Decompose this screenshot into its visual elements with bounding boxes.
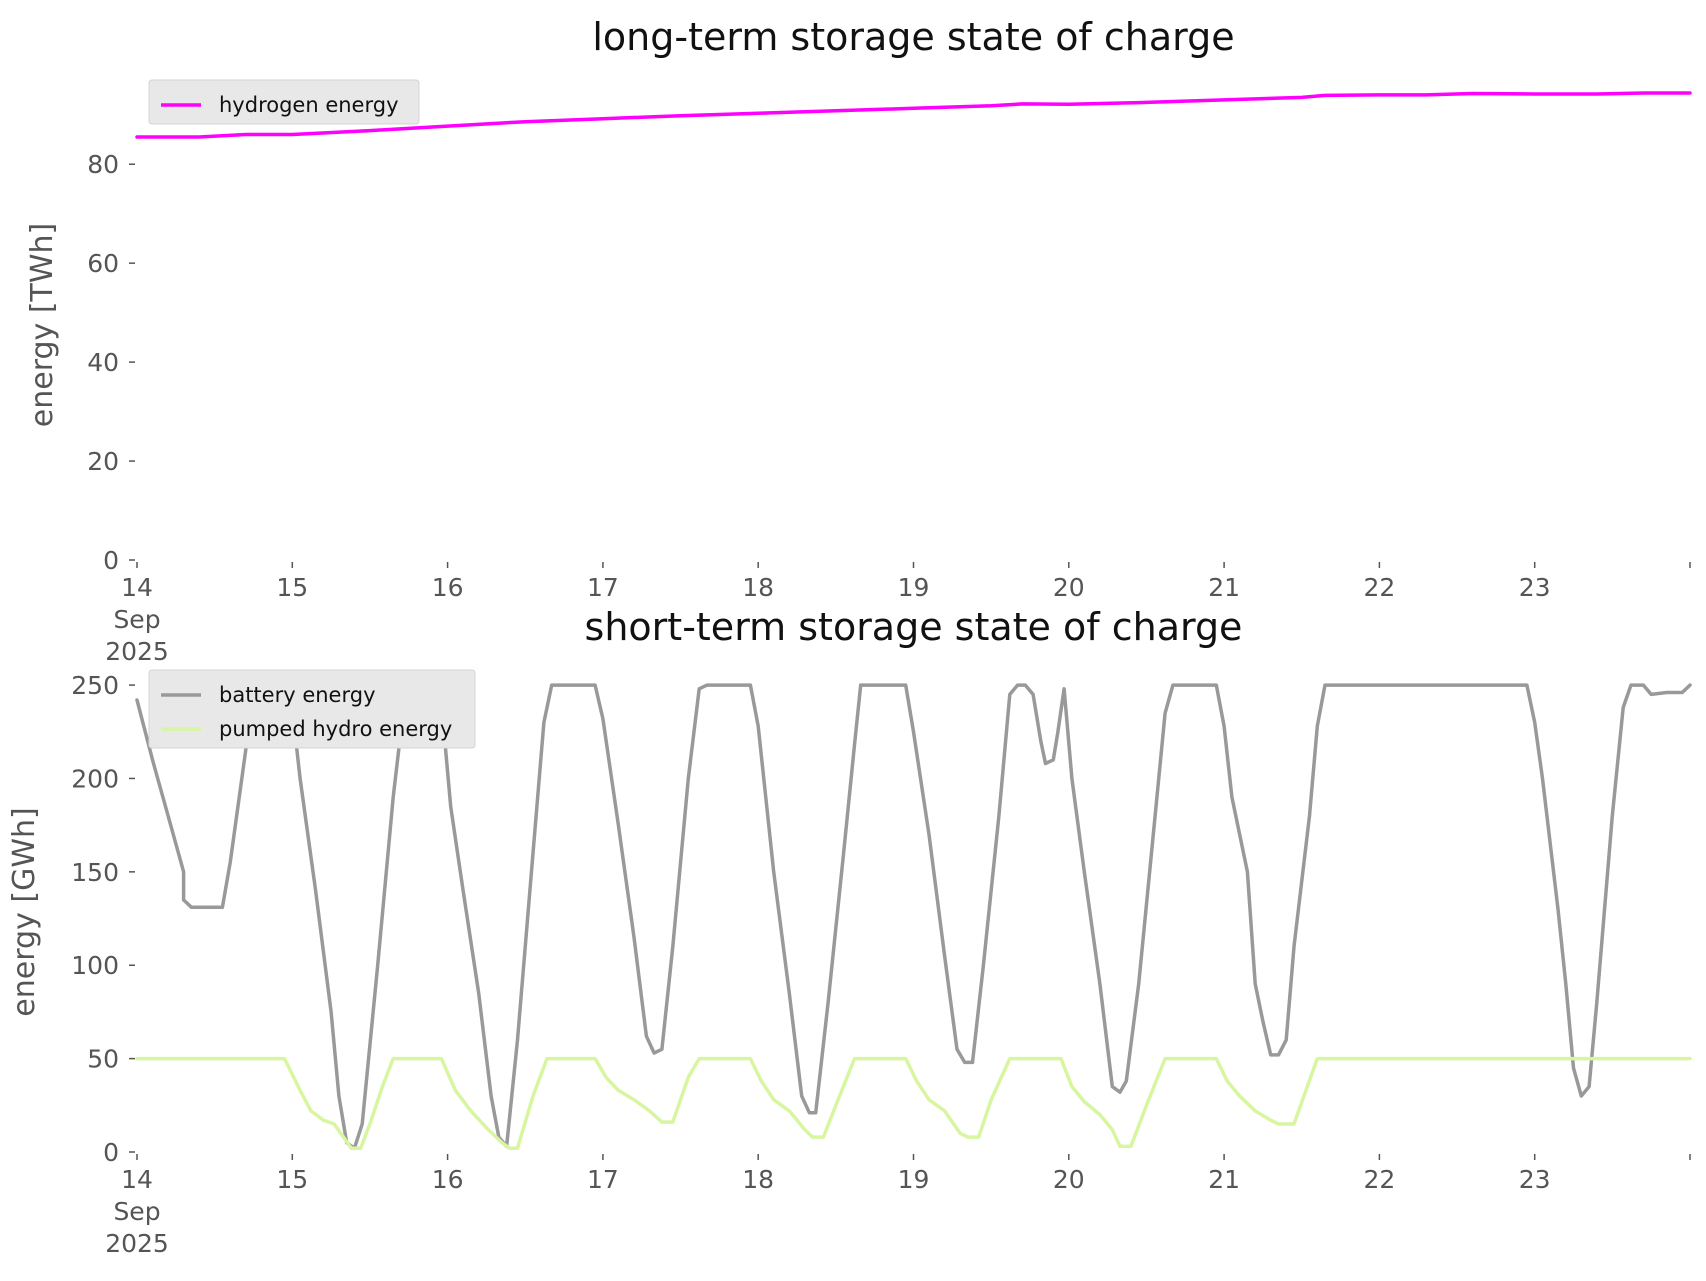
chart-panel-1: long-term storage state of charge energy … bbox=[25, 15, 1692, 666]
y-tick-label: 50 bbox=[87, 1045, 119, 1074]
x-tick-label: 14 bbox=[121, 1165, 153, 1194]
y-tick-label: 60 bbox=[87, 249, 119, 278]
legend-label: hydrogen energy bbox=[219, 93, 399, 117]
y-tick-label: 80 bbox=[87, 150, 119, 179]
chart-title: short-term storage state of charge bbox=[585, 605, 1243, 649]
x-tick-label: 14 bbox=[121, 573, 153, 602]
x-tick-label: 21 bbox=[1208, 573, 1240, 602]
series-line-hydrogen-energy bbox=[135, 91, 1692, 139]
y-tick-label: 150 bbox=[71, 858, 119, 887]
series-line-pumped-hydro-energy bbox=[135, 1056, 1692, 1151]
x-tick-label: 17 bbox=[587, 573, 619, 602]
y-tick-label: 20 bbox=[87, 447, 119, 476]
legend-label: pumped hydro energy bbox=[219, 717, 452, 741]
x-tick-label: 22 bbox=[1363, 1165, 1395, 1194]
x-tick-label: 15 bbox=[276, 1165, 308, 1194]
y-tick-label: 100 bbox=[71, 951, 119, 980]
x-tick-label: 23 bbox=[1519, 1165, 1551, 1194]
x-tick-label: 2025 bbox=[105, 1229, 169, 1258]
y-axis-label: energy [TWh] bbox=[25, 223, 60, 427]
x-tick-label: 20 bbox=[1053, 573, 1085, 602]
y-tick-label: 0 bbox=[103, 546, 119, 575]
y-tick-label: 200 bbox=[71, 764, 119, 793]
legend-box bbox=[148, 669, 476, 749]
x-tick-label: 15 bbox=[276, 573, 308, 602]
x-tick-label: 18 bbox=[742, 1165, 774, 1194]
x-tick-label: 17 bbox=[587, 1165, 619, 1194]
x-tick-label: 21 bbox=[1208, 1165, 1240, 1194]
y-tick-label: 40 bbox=[87, 348, 119, 377]
x-tick-label: 22 bbox=[1363, 573, 1395, 602]
x-tick-label: 18 bbox=[742, 573, 774, 602]
x-tick-label: Sep bbox=[113, 605, 160, 634]
y-tick-label: 0 bbox=[103, 1138, 119, 1167]
x-tick-label: 19 bbox=[898, 573, 930, 602]
x-tick-label: 20 bbox=[1053, 1165, 1085, 1194]
x-tick-label: 2025 bbox=[105, 637, 169, 666]
x-tick-label: 16 bbox=[432, 573, 464, 602]
x-tick-label: Sep bbox=[113, 1197, 160, 1226]
series-line-battery-energy bbox=[135, 679, 1692, 1151]
legend-box bbox=[148, 79, 420, 125]
x-tick-label: 23 bbox=[1519, 573, 1551, 602]
x-tick-label: 19 bbox=[898, 1165, 930, 1194]
legend-label: battery energy bbox=[219, 683, 376, 707]
y-tick-label: 250 bbox=[71, 671, 119, 700]
x-tick-label: 16 bbox=[432, 1165, 464, 1194]
chart-title: long-term storage state of charge bbox=[592, 15, 1234, 59]
chart-panel-2: short-term storage state of charge energy… bbox=[7, 605, 1692, 1258]
y-axis-label: energy [GWh] bbox=[7, 807, 42, 1016]
